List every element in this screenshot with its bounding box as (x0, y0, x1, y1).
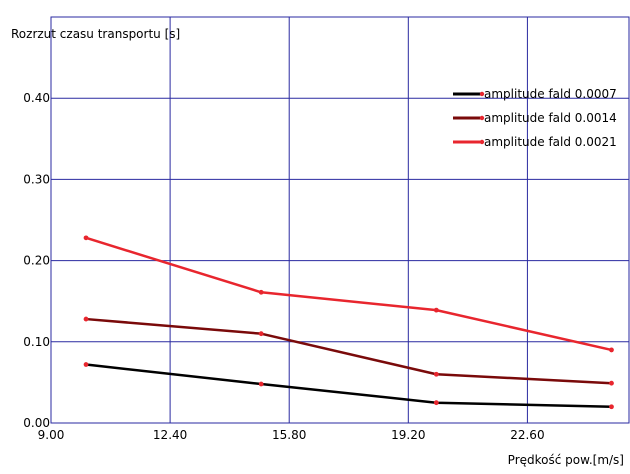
x-tick-label: 12.40 (153, 428, 187, 442)
data-point-3 (433, 307, 439, 313)
data-point-2 (433, 371, 439, 377)
x-tick-label: 22.60 (510, 428, 544, 442)
legend: amplitude fald 0.0007 amplitude fald 0.00… (453, 87, 617, 149)
series-line-1 (85, 363, 612, 409)
data-point-3 (609, 347, 614, 353)
x-tick-label: 15.80 (272, 428, 306, 442)
data-point-3 (258, 289, 264, 295)
legend-label: amplitude fald 0.0007 (484, 87, 617, 101)
gridlines (51, 17, 629, 423)
x-tick-label: 19.20 (391, 428, 425, 442)
y-tick-label: 0.10 (23, 335, 50, 349)
y-tick-label: 0.40 (23, 91, 50, 105)
y-axis-label: Rozrzut czasu transportu [s] (11, 27, 180, 41)
data-point-1 (83, 362, 89, 367)
series-line-3 (85, 236, 612, 352)
series-line-2 (85, 317, 612, 385)
x-axis-label: Prędkość pow.[m/s] (508, 453, 624, 467)
data-point-2 (83, 316, 89, 322)
tick-labels: 9.00 12.40 15.80 19.20 22.60 0.00 0.10 0.20 0.30… (23, 91, 544, 442)
x-tick-label: 9.00 (38, 428, 65, 442)
legend-marker (479, 139, 485, 145)
legend-marker (479, 91, 485, 97)
data-point-1 (433, 400, 439, 406)
legend-marker (479, 115, 485, 121)
legend-label: amplitude fald 0.0014 (484, 111, 617, 125)
y-tick-label: 0.20 (23, 254, 50, 268)
data-point-2 (609, 380, 614, 386)
legend-label: amplitude fald 0.0021 (484, 135, 617, 149)
y-tick-label: 0.30 (23, 172, 50, 186)
data-point-1 (609, 404, 614, 410)
data-point-1 (258, 381, 264, 387)
data-point-2 (258, 331, 264, 337)
series-layer (83, 235, 614, 410)
data-point-3 (83, 235, 89, 241)
plot-border (50, 16, 630, 424)
y-tick-label: 0.00 (23, 416, 50, 430)
